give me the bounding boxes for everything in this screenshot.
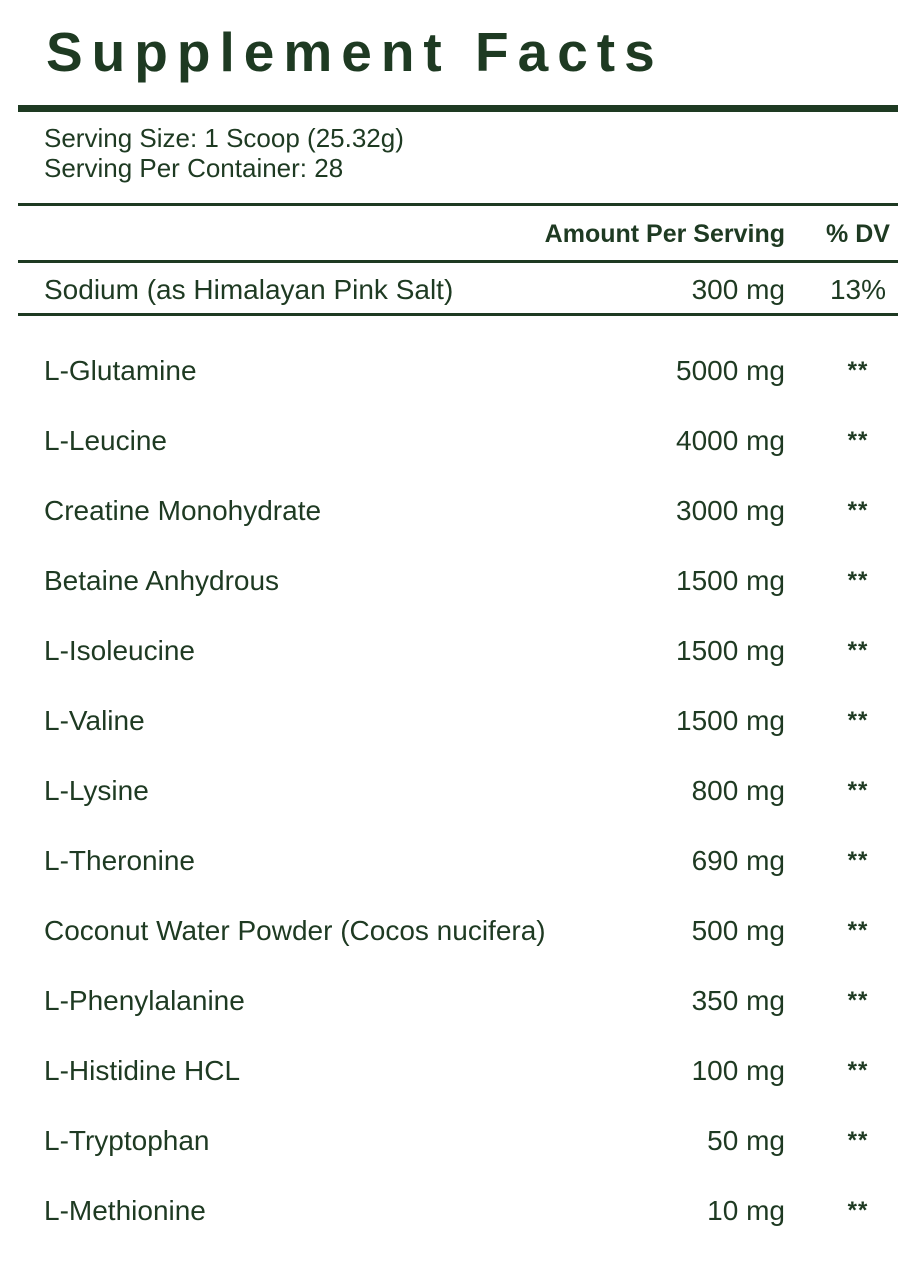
ingredient-percent-dv: ** [847, 637, 869, 664]
ingredient-percent-dv: ** [847, 567, 869, 594]
table-row: L-Isoleucine 1500 mg ** [18, 629, 898, 673]
table-row: L-Histidine HCL 100 mg ** [18, 1049, 898, 1093]
divider-below-title [18, 105, 898, 112]
column-header-row: Amount Per Serving % DV [18, 216, 898, 252]
table-row: L-Methionine 10 mg ** [18, 1189, 898, 1233]
ingredient-percent-dv: ** [847, 917, 869, 944]
table-row: L-Leucine 4000 mg ** [18, 419, 898, 463]
ingredient-amount: 50 mg [707, 1125, 785, 1156]
divider-below-nutrients [18, 313, 898, 316]
table-row: Betaine Anhydrous 1500 mg ** [18, 559, 898, 603]
ingredient-percent-dv: ** [847, 1057, 869, 1084]
ingredient-name: L-Isoleucine [44, 635, 195, 666]
page-title: Supplement Facts [46, 21, 664, 83]
ingredient-amount: 100 mg [691, 1055, 785, 1086]
ingredient-amount: 1500 mg [676, 635, 785, 666]
ingredient-name: L-Methionine [44, 1195, 206, 1226]
ingredient-name: L-Histidine HCL [44, 1055, 241, 1086]
ingredient-percent-dv: ** [847, 987, 869, 1014]
ingredient-amount: 690 mg [691, 845, 785, 876]
serving-size-text: Serving Size: 1 Scoop (25.32g) [44, 123, 404, 153]
serving-per-container-text: Serving Per Container: 28 [44, 153, 344, 183]
ingredient-amount: 3000 mg [676, 495, 785, 526]
table-row: L-Phenylalanine 350 mg ** [18, 979, 898, 1023]
label-title-block: Supplement Facts [0, 0, 922, 105]
ingredient-percent-dv: ** [847, 427, 869, 454]
ingredient-name: L-Theronine [44, 845, 195, 876]
ingredient-percent-dv: ** [847, 497, 869, 524]
ingredient-percent-dv: ** [847, 847, 869, 874]
column-header-amount-per-serving: Amount Per Serving [544, 220, 785, 248]
ingredient-amount: 1500 mg [676, 705, 785, 736]
ingredient-percent-dv: ** [847, 1127, 869, 1154]
ingredient-amount: 10 mg [707, 1195, 785, 1226]
nutrient-amount: 300 mg [691, 274, 785, 305]
ingredient-amount: 5000 mg [676, 355, 785, 386]
nutrient-percent-dv: 13% [829, 274, 887, 305]
column-header-percent-dv: % DV [826, 220, 890, 248]
ingredient-amount: 500 mg [691, 915, 785, 946]
ingredient-amount: 800 mg [691, 775, 785, 806]
divider-below-column-headers [18, 260, 898, 263]
table-row: L-Valine 1500 mg ** [18, 699, 898, 743]
ingredient-name: Coconut Water Powder (Cocos nucifera) [44, 915, 546, 946]
table-row: Creatine Monohydrate 3000 mg ** [18, 489, 898, 533]
ingredient-name: L-Leucine [44, 425, 167, 456]
ingredient-amount: 350 mg [691, 985, 785, 1016]
table-row: Coconut Water Powder (Cocos nucifera) 50… [18, 909, 898, 953]
ingredient-name: L-Lysine [44, 775, 149, 806]
table-row: L-Glutamine 5000 mg ** [18, 349, 898, 393]
ingredient-name: Creatine Monohydrate [44, 495, 322, 526]
ingredient-name: L-Glutamine [44, 355, 197, 386]
ingredient-name: L-Valine [44, 705, 145, 736]
ingredient-name: L-Tryptophan [44, 1125, 210, 1156]
table-row: L-Tryptophan 50 mg ** [18, 1119, 898, 1163]
ingredient-percent-dv: ** [847, 357, 869, 384]
ingredient-name: Betaine Anhydrous [44, 565, 280, 596]
serving-info-block: Serving Size: 1 Scoop (25.32g) Serving P… [44, 123, 404, 183]
table-row: L-Lysine 800 mg ** [18, 769, 898, 813]
ingredient-name: L-Phenylalanine [44, 985, 245, 1016]
ingredient-percent-dv: ** [847, 777, 869, 804]
table-row: Sodium (as Himalayan Pink Salt) 300 mg 1… [18, 268, 898, 312]
ingredient-percent-dv: ** [847, 1197, 869, 1224]
nutrient-name: Sodium (as Himalayan Pink Salt) [44, 274, 454, 305]
divider-below-serving-info [18, 203, 898, 206]
ingredient-amount: 1500 mg [676, 565, 785, 596]
ingredient-percent-dv: ** [847, 707, 869, 734]
table-row: L-Theronine 690 mg ** [18, 839, 898, 883]
ingredient-amount: 4000 mg [676, 425, 785, 456]
